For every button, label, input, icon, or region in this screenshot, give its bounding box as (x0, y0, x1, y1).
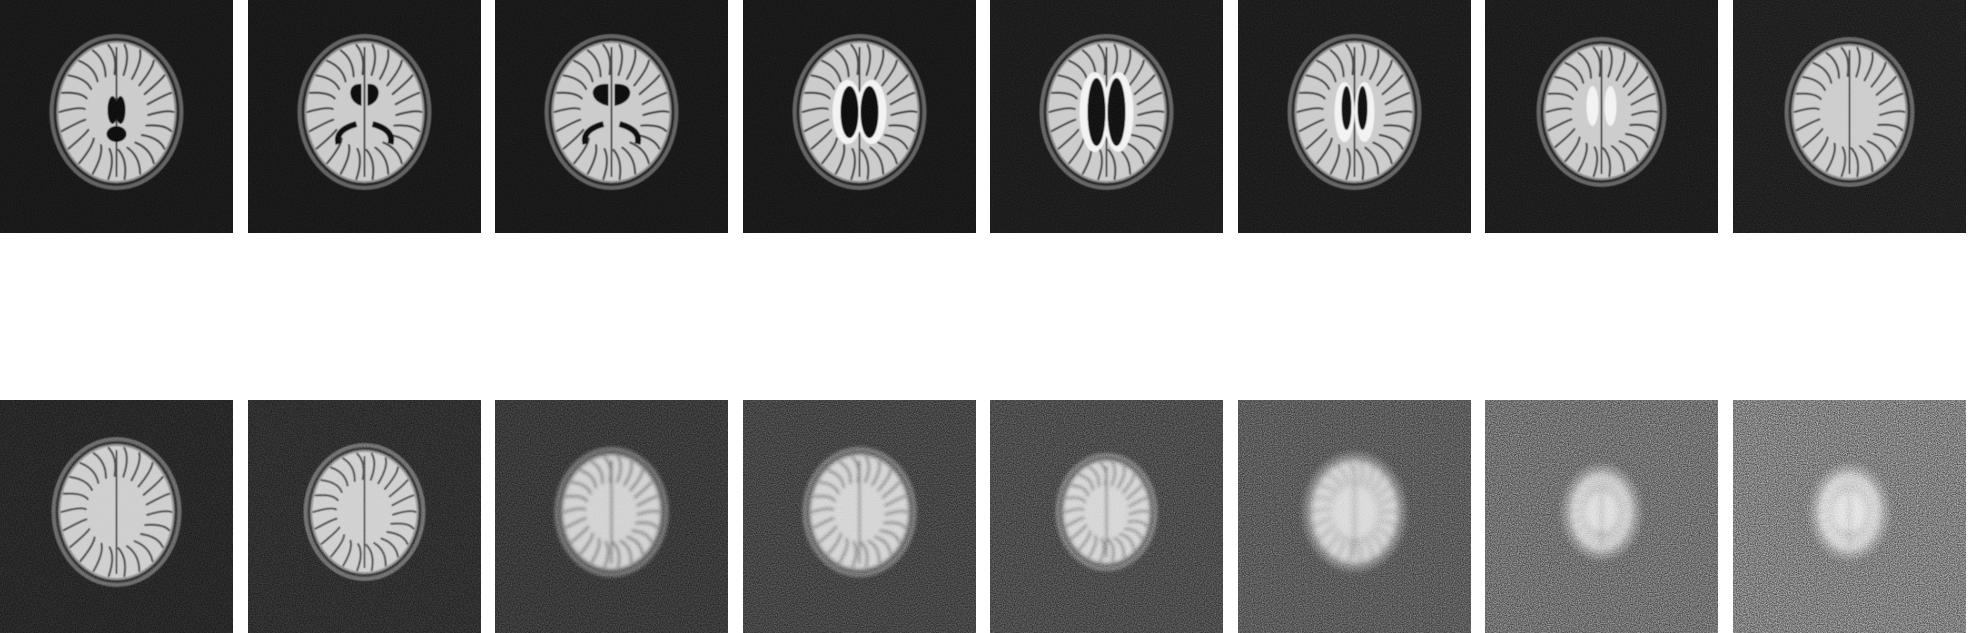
upper-slice-row (0, 0, 1970, 233)
lower-slice-row (0, 400, 1970, 633)
mri-slice-9 (0, 400, 233, 633)
mri-slice-image (1732, 400, 1966, 633)
mri-slice-image (1485, 400, 1718, 633)
mri-slice-13 (990, 400, 1223, 633)
mri-slice-5 (990, 0, 1223, 233)
mri-slice-image (1732, 0, 1966, 233)
mri-slice-image (990, 400, 1223, 633)
mri-slice-image (990, 0, 1223, 233)
mri-slice-8 (1732, 0, 1966, 233)
mri-slice-image (247, 400, 481, 633)
mri-slice-image (1485, 0, 1718, 233)
mri-slice-14 (1237, 400, 1471, 633)
mri-slice-image (0, 0, 233, 233)
mri-slice-3 (495, 0, 728, 233)
mri-slice-1 (0, 0, 233, 233)
mri-slice-15 (1485, 400, 1718, 633)
mri-slice-11 (495, 400, 728, 633)
mri-slice-image (495, 400, 728, 633)
mri-slice-image (1237, 400, 1471, 633)
mri-slice-image (742, 400, 976, 633)
mri-slice-image (495, 0, 728, 233)
mri-slice-image (742, 0, 976, 233)
mri-slice-10 (247, 400, 481, 633)
mri-slice-12 (742, 400, 976, 633)
mri-slice-4 (742, 0, 976, 233)
mri-slice-6 (1237, 0, 1471, 233)
mri-slice-image (247, 0, 481, 233)
mri-slice-2 (247, 0, 481, 233)
mri-slice-image (1237, 0, 1471, 233)
mri-slice-image (0, 400, 233, 633)
mri-slice-16 (1732, 400, 1966, 633)
mri-slice-7 (1485, 0, 1718, 233)
